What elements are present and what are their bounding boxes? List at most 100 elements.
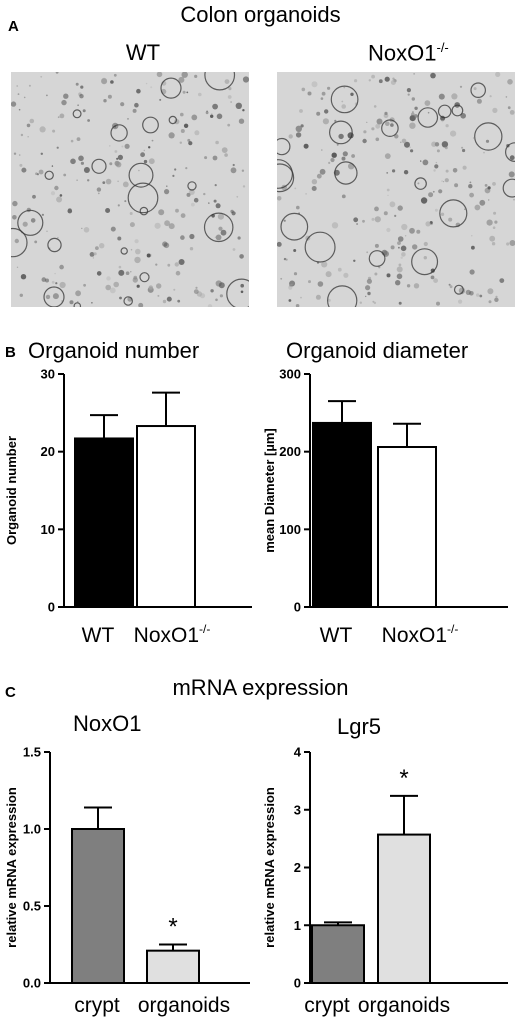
noxo1-micrograph-debris [484, 187, 491, 194]
noxo1-micrograph-debris [423, 241, 428, 247]
wt-micrograph-debris [195, 286, 198, 289]
wt-micrograph-debris [55, 72, 59, 74]
wt-micrograph-debris [224, 79, 230, 84]
y-tick-label: 0 [48, 600, 55, 615]
wt-micrograph-debris [41, 213, 44, 216]
noxo1-micrograph-debris [289, 284, 292, 287]
y-tick-label: 1.0 [23, 822, 41, 837]
category-label: WT [82, 624, 115, 647]
noxo1-micrograph-debris [311, 179, 318, 185]
noxo1-micrograph-debris [479, 199, 486, 206]
wt-micrograph-debris [20, 133, 24, 137]
noxo1-micrograph-debris [431, 141, 437, 147]
noxo1-micrograph-debris [505, 96, 508, 98]
wt-micrograph-debris [113, 73, 117, 77]
noxo1-micrograph-debris [430, 275, 435, 280]
noxo1-micrograph-organoid [437, 104, 452, 119]
wt-micrograph-debris [133, 275, 138, 280]
noxo1-micrograph-debris [324, 109, 329, 114]
wt-micrograph-debris [172, 174, 175, 177]
wt-micrograph-debris [130, 248, 133, 251]
noxo1-micrograph-organoid [329, 120, 353, 145]
noxo1-micrograph-debris [411, 111, 414, 113]
wt-micrograph-debris [16, 85, 19, 87]
noxo1-image-label-base: NoxO1 [368, 40, 437, 66]
wt-micrograph-debris [205, 111, 209, 115]
wt-micrograph-debris [56, 196, 63, 203]
noxo1-micrograph-debris [509, 155, 515, 161]
lgr5-expression-plot: 0 1 2 3 4 relative mRNA expression crypt * organ… [262, 745, 508, 1017]
wt-micrograph-debris [232, 163, 235, 167]
noxo1-micrograph-debris [366, 278, 372, 284]
wt-micrograph-debris [230, 209, 234, 214]
wt-micrograph-debris [242, 109, 245, 112]
noxo1-micrograph-debris [434, 208, 438, 212]
noxo1-micrograph-debris [441, 180, 443, 182]
noxo1-micrograph-debris [492, 107, 498, 113]
wt-micrograph-debris [105, 284, 111, 291]
wt-micrograph-debris [168, 223, 175, 230]
noxo1-micrograph-debris [489, 95, 492, 98]
noxo1-micrograph-debris [400, 256, 403, 259]
wt-micrograph-debris [21, 167, 27, 173]
noxo1-micrograph-debris [371, 217, 375, 221]
wt-micrograph-debris [241, 169, 245, 172]
noxo1-micrograph-debris [433, 169, 436, 172]
noxo1-micrograph-debris [378, 266, 381, 269]
y-axis-label: mean Diameter [µm] [262, 428, 277, 553]
noxo1-micrograph-debris [327, 298, 331, 302]
wt-micrograph-debris [215, 203, 221, 209]
y-tick-label: 3 [294, 802, 301, 817]
noxo1-expression-title: NoxO1 [73, 711, 142, 736]
wt-micrograph-debris [118, 265, 122, 269]
wt-micrograph-debris [27, 136, 29, 138]
wt-micrograph-debris [50, 191, 56, 196]
noxo1-micrograph-debris [409, 227, 415, 234]
y-axis-label: relative mRNA expression [262, 787, 277, 948]
noxo1-micrograph-debris [432, 190, 435, 193]
noxo1-micrograph-debris [398, 246, 400, 249]
noxo1-micrograph-debris [353, 217, 359, 223]
noxo1-micrograph-debris [464, 208, 466, 210]
y-tick-label: 0 [294, 600, 301, 615]
wt-micrograph-debris [212, 155, 218, 161]
noxo1-micrograph-debris [325, 271, 332, 278]
noxo1-micrograph-organoid [474, 122, 503, 151]
noxo1-micrograph-debris [390, 123, 394, 127]
wt-micrograph-debris [46, 94, 48, 97]
noxo1-micrograph-debris [414, 106, 418, 110]
noxo1-micrograph-debris [424, 100, 431, 106]
noxo1-micrograph-debris [359, 301, 362, 304]
wt-micrograph-debris [38, 169, 44, 175]
noxo1-micrograph-debris [486, 219, 493, 226]
noxo1-micrograph-debris [383, 113, 389, 119]
noxo1-micrograph-debris [295, 125, 302, 132]
wt-micrograph-debris [180, 213, 186, 219]
wt-micrograph-organoid [11, 227, 28, 258]
noxo1-micrograph-debris [365, 285, 371, 291]
noxo1-micrograph-debris [295, 304, 300, 307]
wt-micrograph-debris [59, 281, 66, 289]
wt-micrograph-debris [182, 90, 186, 94]
wt-micrograph-debris [117, 154, 123, 160]
wt-micrograph-debris [41, 277, 47, 282]
wt-micrograph-debris [96, 271, 102, 276]
category-label: NoxO1-/- [382, 622, 459, 647]
category-label: NoxO1-/- [134, 622, 211, 647]
wt-micrograph-debris [45, 294, 51, 300]
noxo1-micrograph-debris [448, 283, 451, 286]
noxo1-micrograph-debris [474, 204, 481, 211]
significance-asterisk: * [399, 765, 408, 792]
wt-micrograph-debris [194, 74, 198, 78]
noxo1-micrograph-debris [336, 143, 339, 146]
wt-micrograph-debris [173, 288, 176, 291]
wt-micrograph-debris [232, 248, 236, 251]
y-tick-label: 2 [294, 860, 301, 875]
noxo1-micrograph-debris [288, 299, 292, 302]
noxo1-micrograph-debris [316, 111, 321, 116]
wt-micrograph-debris [56, 146, 59, 149]
y-tick-label: 0.0 [23, 976, 41, 991]
wt-micrograph-debris [224, 153, 228, 157]
wt-micrograph-debris [57, 236, 59, 239]
wt-micrograph-debris [207, 304, 213, 307]
